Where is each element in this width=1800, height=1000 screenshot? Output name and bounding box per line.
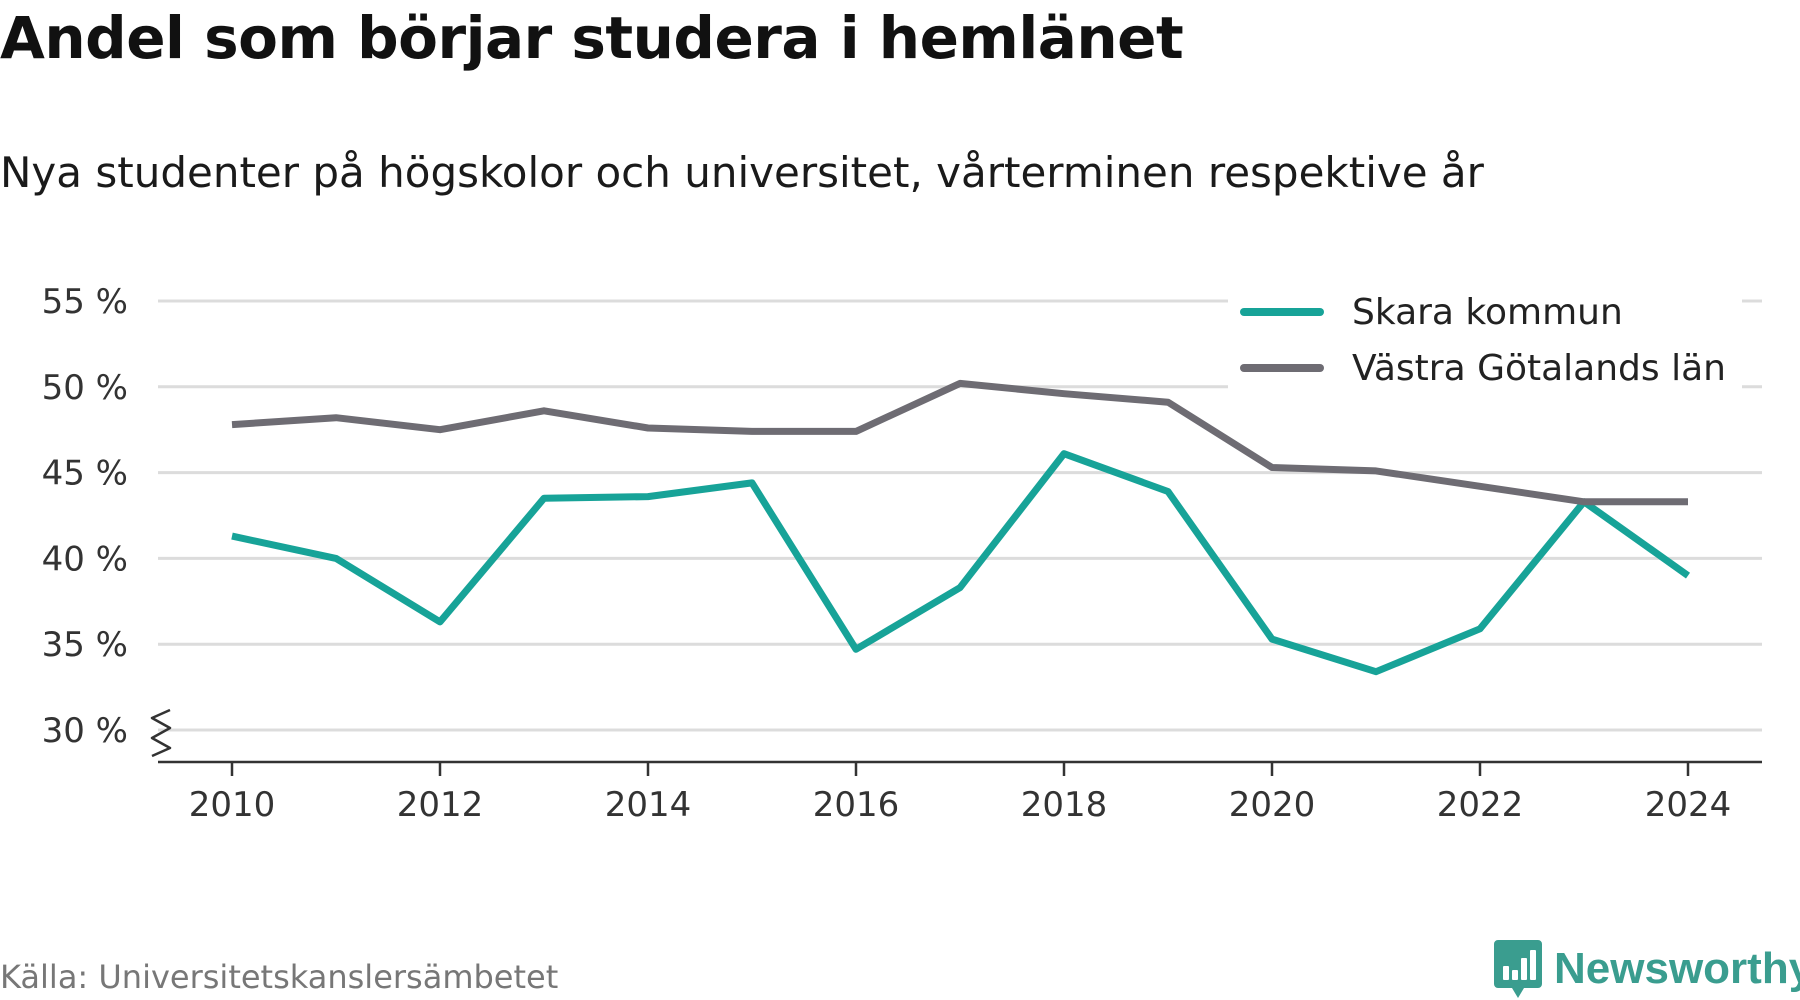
chart-title: Andel som börjar studera i hemlänet	[0, 4, 1184, 72]
y-tick-label-35: 35 %	[42, 625, 128, 665]
brand-name: Newsworthy	[1554, 944, 1800, 993]
series-line-skara	[231, 450, 1691, 676]
brand-logo[interactable]: Newsworthy	[1494, 940, 1800, 998]
x-tick-label-2022: 2022	[1437, 785, 1524, 825]
legend-label-vastra-gotaland: Västra Götalands län	[1352, 347, 1726, 389]
bar-chart-icon	[1494, 940, 1542, 998]
chart-subtitle: Nya studenter på högskolor och universit…	[0, 148, 1484, 197]
x-tick-label-2020: 2020	[1229, 785, 1316, 825]
legend-item-skara[interactable]: Skara kommun	[1240, 284, 1726, 340]
legend-swatch-vastra-gotaland	[1240, 364, 1324, 372]
legend-swatch-skara	[1240, 308, 1324, 316]
legend-item-vastra-gotaland[interactable]: Västra Götalands län	[1240, 340, 1726, 396]
x-tick-label-2018: 2018	[1021, 785, 1108, 825]
source-note: Källa: Universitetskanslersämbetet	[0, 958, 559, 996]
x-tick-label-2016: 2016	[813, 785, 900, 825]
y-axis-ticks: 30 % 35 % 40 % 45 % 50 % 55 %	[42, 282, 172, 758]
chart-legend: Skara kommun Västra Götalands län	[1228, 284, 1742, 396]
x-tick-label-2014: 2014	[605, 785, 692, 825]
axis-break-marker	[150, 708, 172, 758]
y-tick-label-45: 45 %	[42, 454, 128, 494]
y-tick-label-50: 50 %	[42, 368, 128, 408]
legend-label-skara: Skara kommun	[1352, 291, 1623, 333]
y-tick-label-30: 30 %	[42, 711, 128, 751]
series-lines	[231, 379, 1691, 676]
x-tick-label-2012: 2012	[397, 785, 484, 825]
series-line-vastra-gotaland	[231, 379, 1688, 506]
y-tick-label-55: 55 %	[42, 282, 128, 322]
x-tick-label-2010: 2010	[189, 785, 276, 825]
x-tick-label-2024: 2024	[1645, 785, 1732, 825]
x-axis: 2010 2012 2014 2016 2018 2020 2022 2024	[158, 760, 1762, 825]
y-tick-label-40: 40 %	[42, 539, 128, 579]
